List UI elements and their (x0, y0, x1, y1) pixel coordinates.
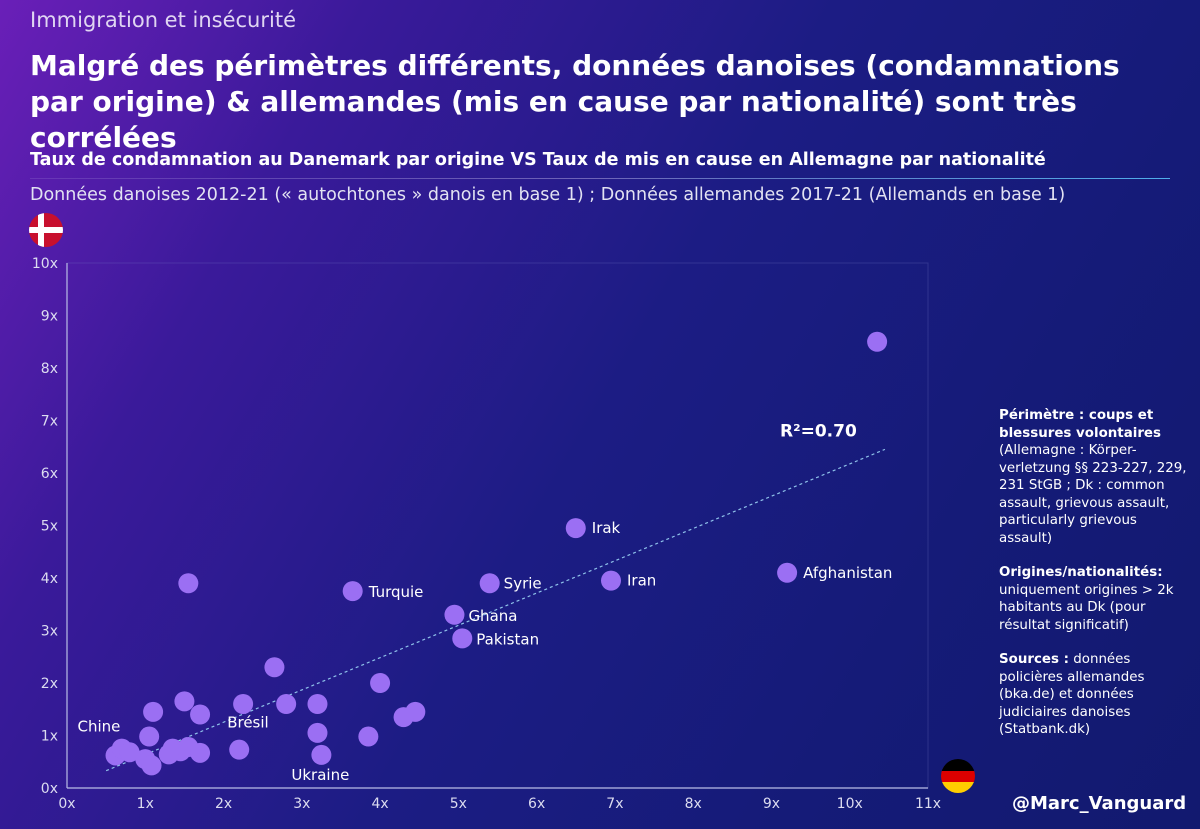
data-point (479, 573, 500, 594)
data-point (311, 744, 332, 765)
y-tick-label: 7x (41, 414, 58, 430)
point-label: Ukraine (291, 766, 349, 784)
headline: Malgré des périmètres différents, donnée… (30, 49, 1120, 154)
point-label: Pakistan (476, 630, 539, 648)
denmark-flag (29, 213, 63, 247)
y-tick-label: 5x (41, 519, 58, 535)
x-tick-label: 8x (685, 796, 702, 812)
germany-flag (941, 759, 975, 793)
x-tick-label: 3x (293, 796, 310, 812)
sources-title: Sources : (999, 652, 1069, 667)
perimetre-title: Périmètre : coups et blessures volontair… (999, 408, 1161, 441)
x-tick-label: 9x (763, 796, 780, 812)
r-squared-label: R²=0.70 (780, 421, 857, 441)
author-handle: @Marc_Vanguard (1012, 793, 1187, 814)
trend-line (105, 448, 886, 772)
x-tick-label: 4x (371, 796, 388, 812)
point-label: Iran (627, 572, 656, 590)
point-label: Syrie (504, 574, 542, 592)
x-tick-label: 2x (215, 796, 232, 812)
y-tick-label: 1x (41, 729, 58, 745)
point-label: Ghana (468, 607, 517, 625)
x-tick-label: 1x (137, 796, 154, 812)
data-point (229, 739, 250, 760)
perimetre-text: (Allemagne : Körper-verletzung §§ 223-22… (999, 443, 1187, 546)
x-tick-label: 0x (58, 796, 75, 812)
y-tick-label: 2x (41, 676, 58, 692)
y-tick-label: 8x (41, 361, 58, 377)
sources-text: données policières allemandes (bka.de) e… (999, 652, 1145, 737)
y-tick-label: 9x (41, 309, 58, 325)
x-tick-label: 11x (915, 796, 941, 812)
data-point (867, 331, 888, 352)
germany-flag-black (941, 759, 975, 771)
data-point (178, 573, 199, 594)
x-tick-label: 6x (528, 796, 545, 812)
data-point (190, 704, 211, 725)
denmark-flag-cross-h (29, 227, 63, 233)
point-label: Afghanistan (803, 564, 892, 582)
methodology-note: Périmètre : coups et blessures volontair… (999, 407, 1189, 756)
data-point (141, 755, 162, 776)
y-tick-label: 6x (41, 466, 58, 482)
title-divider (30, 178, 1170, 179)
data-point (342, 581, 363, 602)
chart-subtitle: Taux de condamnation au Danemark par ori… (30, 150, 1046, 170)
x-tick-label: 7x (606, 796, 623, 812)
y-tick-label: 0x (41, 781, 58, 797)
data-point (370, 673, 391, 693)
y-tick-label: 3x (41, 624, 58, 640)
data-point (307, 694, 328, 714)
point-label: Turquie (368, 583, 424, 601)
data-point (358, 726, 379, 747)
denmark-flag-cross-v (38, 213, 44, 247)
x-tick-label: 10x (837, 796, 863, 812)
data-point (276, 694, 297, 714)
data-point (600, 570, 621, 591)
y-tick-label: 4x (41, 571, 58, 587)
data-point (139, 726, 160, 747)
data-point (143, 701, 164, 722)
data-point (119, 742, 140, 763)
data-point (393, 707, 414, 728)
data-point (174, 691, 195, 712)
data-point (264, 657, 285, 678)
germany-flag-gold (941, 782, 975, 793)
kicker-text: Immigration et insécurité (30, 8, 296, 32)
data-point (158, 744, 179, 765)
data-basis-note: Données danoises 2012-21 (« autochtones … (30, 185, 1066, 205)
origines-text: uniquement origines > 2k habitants au Dk… (999, 582, 1174, 633)
origines-title: Origines/nationalités: (999, 565, 1163, 580)
data-point (444, 604, 465, 625)
germany-flag-red (941, 771, 975, 782)
point-label: Chine (78, 717, 121, 735)
point-label: Brésil (227, 714, 269, 732)
data-point (307, 722, 328, 743)
y-tick-label: 10x (32, 256, 58, 272)
data-point (452, 628, 473, 649)
point-label: Irak (592, 519, 621, 537)
x-tick-label: 5x (450, 796, 467, 812)
data-point (233, 694, 254, 714)
data-point (777, 562, 798, 583)
data-point (190, 742, 211, 763)
data-point (565, 518, 586, 539)
